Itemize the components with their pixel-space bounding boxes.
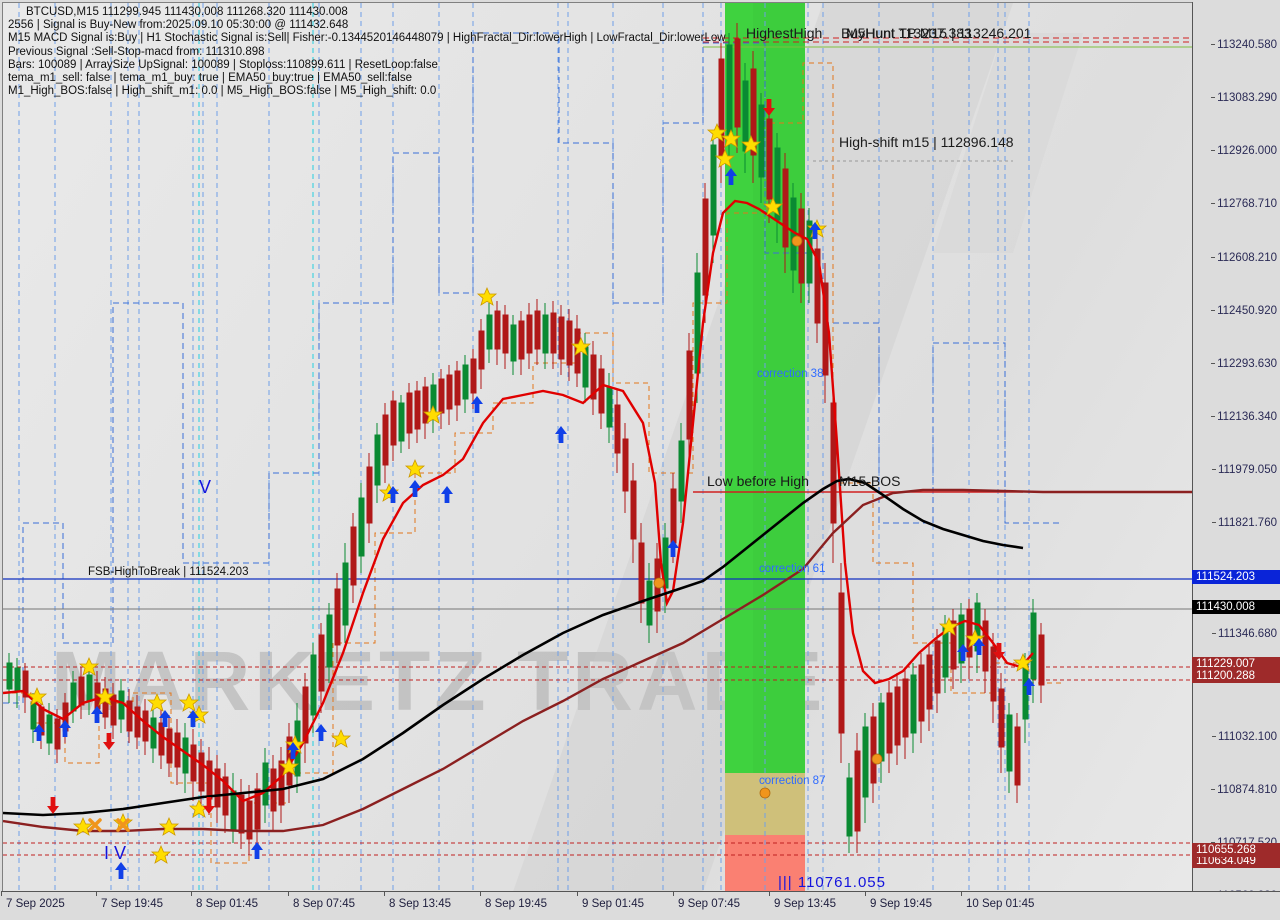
time-axis[interactable]: 7 Sep 2025 7 Sep 19:45 8 Sep 01:45 8 Sep… [1, 891, 1280, 920]
annotation-m15-bos: M15-BOS [839, 473, 901, 489]
price-label-resistance-back: 111229.007 [1192, 657, 1280, 671]
price-label-resistance: 111200.288 [1192, 669, 1280, 683]
price-tick: 113240.580 [1211, 39, 1277, 51]
time-tick: 8 Sep 13:45 [383, 891, 452, 910]
chart-info-panel: BTCUSD,M15 111299.945 111430.008 111268.… [8, 6, 726, 98]
price-tick: 111979.050 [1211, 464, 1277, 476]
ema-slow-black [3, 477, 1024, 817]
price-tick: 111821.760 [1211, 517, 1277, 529]
info-line-6: M1_High_BOS:false | High_shift_m1: 0.0 |… [8, 85, 437, 98]
info-line-1: 2556 | Signal is Buy-New from:2025.09.10… [8, 19, 349, 32]
price-tick: 112136.340 [1211, 411, 1277, 423]
info-line-4: Bars: 100089 | ArraySize UpSignal: 10008… [8, 58, 438, 71]
annotation-highest-high: HighestHigh [746, 25, 823, 41]
price-tick: 111032.100 [1211, 731, 1277, 743]
price-tick: 110874.810 [1211, 784, 1277, 796]
info-line-5: tema_m1_sell: false | tema_m1_buy: true … [8, 72, 412, 85]
annotation-correction-38: correction 38 [757, 368, 824, 380]
price-label-current[interactable]: 111430.008 [1192, 600, 1280, 614]
candlestick-series [6, 23, 1045, 855]
price-tick: 112926.000 [1211, 145, 1277, 157]
chart-plot-area[interactable]: MARKETZ TRADE [2, 2, 1192, 891]
price-tick: 112768.710 [1211, 198, 1277, 210]
price-axis[interactable]: 113240.580 113083.290 112926.000 112768.… [1192, 2, 1280, 902]
time-tick: 9 Sep 01:45 [576, 891, 645, 910]
annotation-correction-87: correction 87 [759, 775, 826, 787]
info-line-2: M15 MACD Signal is:Buy | H1 Stochastic S… [8, 32, 726, 45]
info-line-3: Previous Signal :Sell-Stop-macd from: 11… [8, 45, 265, 58]
price-tick: 112293.630 [1211, 358, 1277, 370]
time-tick: 8 Sep 07:45 [287, 891, 356, 910]
price-label-low: 110655.268 [1192, 843, 1280, 857]
annotation-low-before-high: Low before High [707, 473, 809, 489]
price-tick: 112450.920 [1211, 305, 1277, 317]
price-tick: 112608.210 [1211, 252, 1277, 264]
annotation-correction-61: correction 61 [759, 563, 826, 575]
time-tick: 10 Sep 01:45 [960, 891, 1035, 910]
ema-long-darkred [3, 488, 1192, 833]
annotation-marker-v: V [199, 477, 212, 497]
time-tick: 8 Sep 19:45 [479, 891, 548, 910]
price-label-fsb[interactable]: 111524.203 [1192, 570, 1280, 584]
time-tick: 9 Sep 13:45 [768, 891, 837, 910]
ema-fast-red [3, 199, 1034, 803]
annotation-bottom-price: ||| 110761.055 [778, 874, 886, 891]
moving-averages [3, 199, 1192, 833]
time-tick: 9 Sep 19:45 [864, 891, 933, 910]
price-label-low-back: 110634.049 [1192, 854, 1280, 868]
annotation-fsb-high-to-break: FSB-HighToBreak | 111524.203 [88, 566, 249, 578]
price-tick: 113083.290 [1211, 92, 1277, 104]
time-tick: 7 Sep 19:45 [95, 891, 164, 910]
time-tick: 7 Sep 2025 [1, 891, 65, 910]
time-tick: 9 Sep 07:45 [672, 891, 741, 910]
price-tick: 111346.680 [1211, 628, 1277, 640]
info-line-0: BTCUSD,M15 111299.945 111430.008 111268.… [26, 6, 348, 18]
annotation-m5-hunt: M5Hunt 113237.383 [846, 25, 972, 41]
annotation-high-shift-m15: High-shift m15 | 112896.148 [839, 134, 1014, 150]
annotation-buy-hunt: BuyHunt TP M15 | 113246.201 [841, 25, 1032, 41]
time-tick: 8 Sep 01:45 [190, 891, 259, 910]
annotation-marker-iv: I V [104, 843, 127, 863]
